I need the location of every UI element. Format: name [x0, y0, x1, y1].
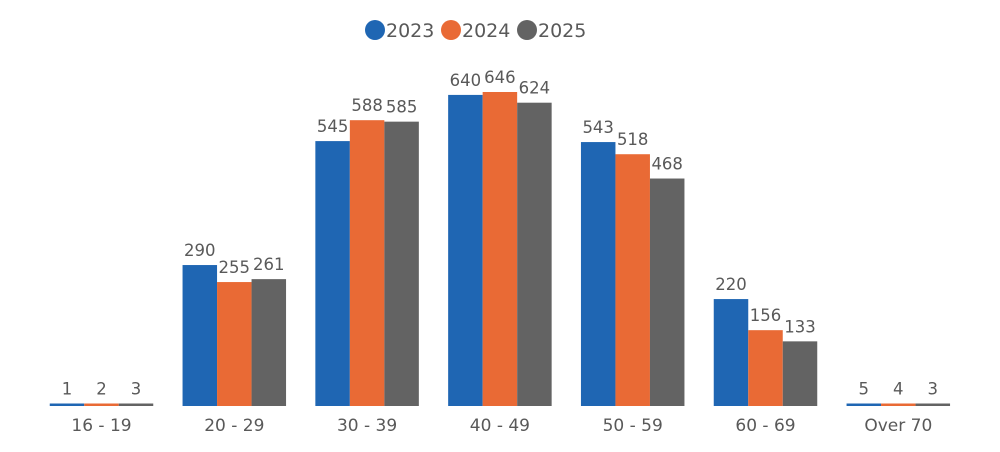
legend-label-2023: 2023 — [386, 20, 434, 42]
data-label: 624 — [519, 79, 551, 98]
bar-2024-30-39 — [349, 120, 385, 406]
bar-2025-Over70 — [915, 403, 951, 406]
bar-2024-50-59 — [615, 154, 650, 406]
data-label: 255 — [219, 258, 251, 277]
data-label: 4 — [893, 380, 904, 399]
bar-2025-40-49 — [517, 102, 552, 407]
x-tick-label: 20 - 29 — [204, 416, 264, 436]
bar-2023-20-29 — [182, 265, 218, 406]
data-label: 5 — [859, 380, 870, 399]
data-label: 156 — [750, 306, 782, 325]
data-label: 468 — [651, 155, 683, 174]
bar-2024-40-49 — [482, 92, 518, 406]
data-label: 290 — [184, 241, 216, 260]
bar-2024-16-19 — [84, 403, 119, 406]
legend-label-2025: 2025 — [538, 20, 586, 42]
x-axis-ticks: 16 - 19 20 - 29 30 - 39 40 - 49 50 - 59 60 - … — [71, 416, 932, 436]
data-label: 585 — [386, 98, 418, 117]
data-label: 1 — [62, 380, 73, 399]
data-label: 3 — [928, 380, 939, 399]
bar-2025-60-69 — [782, 341, 818, 406]
bar-2025-30-39 — [384, 121, 419, 407]
bar-2023-30-39 — [315, 141, 350, 406]
legend-marker-2023 — [365, 20, 385, 40]
data-label: 3 — [131, 380, 142, 399]
x-tick-label: Over 70 — [864, 416, 932, 436]
bars — [49, 92, 951, 407]
bar-2023-60-69 — [713, 299, 749, 406]
x-tick-label: 50 - 59 — [603, 416, 663, 436]
data-label: 133 — [784, 317, 816, 336]
data-label: 640 — [450, 71, 482, 90]
bar-2025-50-59 — [649, 178, 685, 406]
data-label: 2 — [96, 380, 107, 399]
data-label: 220 — [715, 275, 747, 294]
bar-2024-Over70 — [881, 403, 916, 406]
data-label: 261 — [253, 255, 285, 274]
legend-marker-2025 — [517, 20, 537, 40]
x-tick-label: 30 - 39 — [337, 416, 397, 436]
data-label: 518 — [617, 130, 649, 149]
data-label: 588 — [351, 96, 383, 115]
bar-2024-60-69 — [748, 330, 783, 406]
x-tick-label: 16 - 19 — [71, 416, 131, 436]
bar-2023-Over70 — [846, 403, 882, 406]
bar-2025-16-19 — [118, 403, 154, 406]
bar-2025-20-29 — [251, 279, 287, 406]
x-tick-label: 60 - 69 — [735, 416, 795, 436]
legend: 2023 2024 2025 — [365, 20, 586, 42]
data-label: 545 — [317, 117, 349, 136]
legend-label-2024: 2024 — [462, 20, 510, 42]
legend-marker-2024 — [441, 20, 461, 40]
data-label: 543 — [582, 118, 614, 137]
data-label: 646 — [484, 68, 516, 87]
bar-2023-40-49 — [448, 94, 483, 406]
bar-2024-20-29 — [217, 282, 252, 406]
bar-2023-16-19 — [49, 403, 85, 406]
x-tick-label: 40 - 49 — [470, 416, 530, 436]
bar-2023-50-59 — [580, 142, 616, 407]
